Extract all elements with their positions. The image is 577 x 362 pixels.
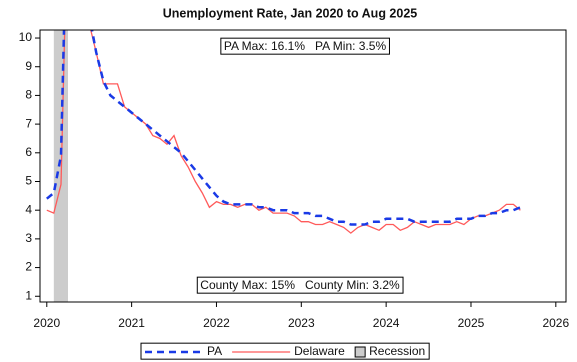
annotation: County Max: 15% County Min: 3.2% (200, 278, 400, 292)
annotation: PA Max: 16.1% PA Min: 3.5% (224, 39, 387, 53)
y-tick-label: 6 (25, 145, 32, 159)
y-tick-label: 5 (25, 174, 32, 188)
x-tick-label: 2024 (373, 316, 400, 330)
annotation-box (220, 37, 390, 55)
y-tick-label: 1 (25, 288, 32, 302)
series-line (46, 30, 521, 234)
y-tick-label: 8 (25, 88, 32, 102)
y-tick-label: 2 (25, 260, 32, 274)
x-tick-label: 2025 (458, 316, 485, 330)
plot-area (46, 30, 521, 302)
annotation-box (196, 276, 404, 294)
legend-label: PA (207, 344, 222, 358)
x-tick-label: 2023 (288, 316, 315, 330)
series-line (46, 30, 521, 226)
y-tick-label: 4 (25, 202, 32, 216)
chart-title: Unemployment Rate, Jan 2020 to Aug 2025 (163, 6, 418, 20)
legend-swatch (354, 346, 366, 358)
x-tick-label: 2026 (542, 316, 569, 330)
x-tick-label: 2022 (203, 316, 230, 330)
y-tick-label: 7 (25, 116, 32, 130)
legend-label: Recession (369, 344, 425, 358)
legend: PA Delaware Recession (145, 344, 425, 358)
x-tick-label: 2020 (33, 316, 60, 330)
y-tick-label: 10 (19, 30, 33, 44)
legend-label: Delaware (294, 344, 345, 358)
plot-frame (39, 29, 567, 303)
x-tick-label: 2021 (118, 316, 145, 330)
y-tick-label: 9 (25, 59, 32, 73)
y-tick-label: 3 (25, 231, 32, 245)
